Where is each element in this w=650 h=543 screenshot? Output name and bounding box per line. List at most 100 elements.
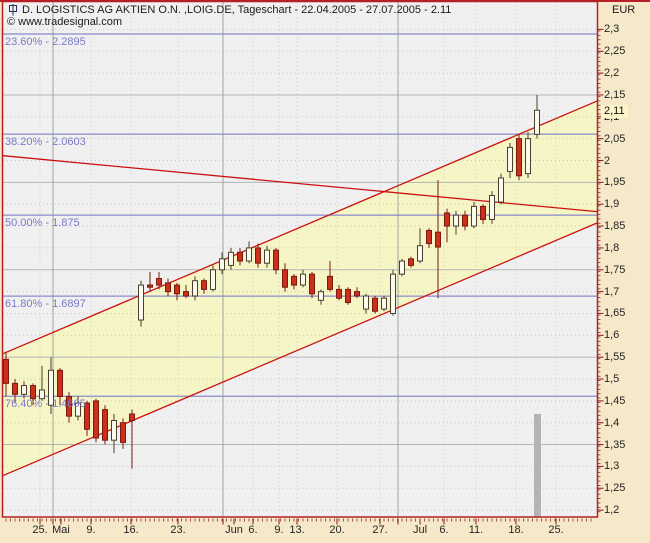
candle[interactable] xyxy=(75,402,81,417)
candle[interactable] xyxy=(201,280,207,290)
candle[interactable] xyxy=(516,138,522,177)
x-axis-label: 25. xyxy=(32,524,48,536)
candle[interactable] xyxy=(165,282,171,293)
candle[interactable] xyxy=(273,249,279,271)
candle[interactable] xyxy=(345,288,351,304)
x-axis-month-label: Jun xyxy=(225,524,243,536)
candle[interactable] xyxy=(246,247,252,262)
y-axis-label: 2 xyxy=(604,154,611,167)
candle[interactable] xyxy=(444,212,450,227)
candle[interactable] xyxy=(255,247,261,264)
candle[interactable] xyxy=(336,288,342,299)
candle[interactable] xyxy=(30,385,36,400)
x-axis-month-label: Mai xyxy=(52,524,70,536)
candle[interactable] xyxy=(84,402,90,430)
candle[interactable] xyxy=(21,385,27,395)
y-axis-label: 1,9 xyxy=(604,198,620,211)
candle[interactable] xyxy=(138,284,144,321)
candle[interactable] xyxy=(111,420,117,441)
candle[interactable] xyxy=(309,273,315,295)
candle[interactable] xyxy=(300,273,306,286)
y-axis-label: 1,4 xyxy=(604,416,620,429)
candle[interactable] xyxy=(3,358,9,384)
currency-label: EUR xyxy=(612,4,636,16)
candle[interactable] xyxy=(354,291,360,297)
y-axis-label: 2,3 xyxy=(604,23,620,36)
candle[interactable] xyxy=(453,214,459,227)
candle[interactable] xyxy=(219,258,225,271)
candle[interactable] xyxy=(12,382,18,395)
candle[interactable] xyxy=(129,413,135,422)
pin-icon xyxy=(6,3,19,16)
candle[interactable] xyxy=(471,205,477,227)
candle[interactable] xyxy=(291,275,297,286)
y-axis-label: 1,65 xyxy=(604,307,626,320)
candle[interactable] xyxy=(264,249,270,264)
y-axis-label: 2,25 xyxy=(604,45,626,58)
candle[interactable] xyxy=(282,269,288,288)
copyright-watermark: © www.tradesignal.com xyxy=(7,16,123,28)
candle[interactable] xyxy=(363,295,369,310)
candle[interactable] xyxy=(498,177,504,203)
x-axis-label: 16. xyxy=(123,524,139,536)
candle[interactable] xyxy=(120,422,126,443)
y-axis-label: 1,3 xyxy=(604,460,620,473)
y-axis-label: 1,85 xyxy=(604,220,626,233)
candle[interactable] xyxy=(426,229,432,245)
y-axis-label: 1,25 xyxy=(604,482,626,495)
y-axis-label: 1,45 xyxy=(604,394,626,407)
candle[interactable] xyxy=(237,251,243,262)
candle[interactable] xyxy=(57,369,63,397)
x-axis-label: 11. xyxy=(468,524,484,536)
candle[interactable] xyxy=(417,245,423,262)
y-axis-label: 1,8 xyxy=(604,241,620,254)
candle[interactable] xyxy=(489,194,495,221)
candle[interactable] xyxy=(156,278,162,286)
candle[interactable] xyxy=(183,291,189,297)
x-axis-month-label: Jul xyxy=(412,524,428,536)
fib-label-50: 50.00% - 1.875 xyxy=(5,217,80,229)
candle[interactable] xyxy=(48,369,54,406)
candle[interactable] xyxy=(228,251,234,266)
candle[interactable] xyxy=(462,214,468,227)
candle[interactable] xyxy=(66,395,72,417)
candle[interactable] xyxy=(93,400,99,439)
fib-label-23: 23.60% - 2.2895 xyxy=(5,36,86,48)
candle[interactable] xyxy=(390,273,396,314)
candle[interactable] xyxy=(507,146,513,172)
candle[interactable] xyxy=(372,297,378,312)
candle[interactable] xyxy=(318,291,324,301)
candle[interactable] xyxy=(408,258,414,266)
y-axis-label: 1,95 xyxy=(604,176,626,189)
candle[interactable] xyxy=(39,389,45,400)
channel-upper-trendline xyxy=(2,100,598,355)
candle[interactable] xyxy=(381,297,387,310)
candle[interactable] xyxy=(525,138,531,175)
candle[interactable] xyxy=(327,275,333,290)
candle[interactable] xyxy=(174,284,180,295)
plot-border xyxy=(1,0,599,518)
candle[interactable] xyxy=(534,109,540,135)
x-axis-label: 27. xyxy=(372,524,388,536)
candle[interactable] xyxy=(399,260,405,275)
current-price-tag: 2,11 xyxy=(601,105,628,118)
fib-label-61: 61.80% - 1.6897 xyxy=(5,298,86,310)
candle[interactable] xyxy=(192,280,198,297)
y-axis-label: 2,05 xyxy=(604,132,626,145)
y-axis-label: 2,15 xyxy=(604,88,626,101)
candle[interactable] xyxy=(147,284,153,288)
range-slider-handle[interactable] xyxy=(534,414,541,517)
y-axis-label: 1,2 xyxy=(604,504,620,517)
x-axis-label: 6. xyxy=(248,524,258,536)
x-axis-label: 9. xyxy=(274,524,284,536)
trend-channel-fill xyxy=(3,101,597,476)
candle[interactable] xyxy=(210,269,216,290)
x-axis-label: 20. xyxy=(329,524,345,536)
y-axis-label: 2,2 xyxy=(604,67,620,80)
candle[interactable] xyxy=(435,231,441,248)
candle[interactable] xyxy=(102,409,108,441)
x-axis-label: 18. xyxy=(508,524,524,536)
candle[interactable] xyxy=(480,205,486,221)
